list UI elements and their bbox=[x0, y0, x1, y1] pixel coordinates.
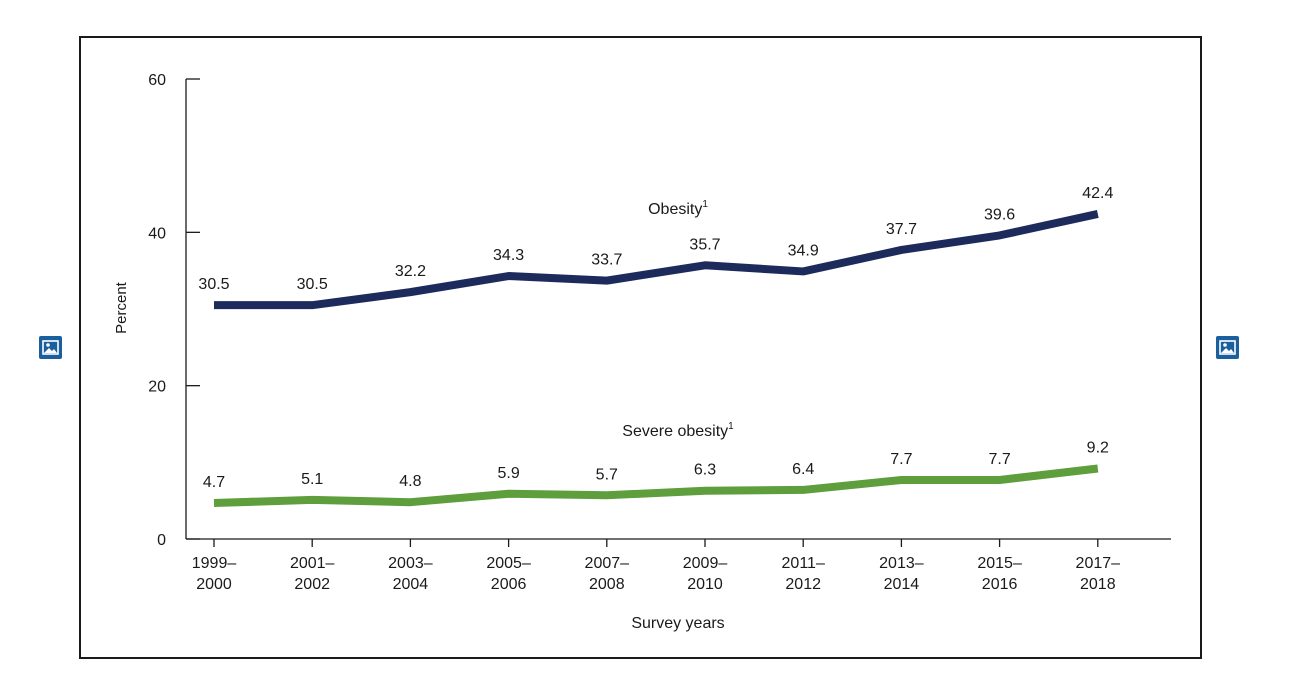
x-tick-label: 2013– 2014 bbox=[879, 555, 924, 593]
data-label: 5.9 bbox=[497, 465, 519, 482]
x-tick-label: 2017– 2018 bbox=[1076, 555, 1121, 593]
data-label: 42.4 bbox=[1082, 185, 1113, 202]
data-label: 6.4 bbox=[792, 461, 814, 478]
y-tick-label: 60 bbox=[148, 72, 166, 89]
data-label: 33.7 bbox=[591, 252, 622, 269]
data-label: 30.5 bbox=[198, 276, 229, 293]
x-tick-label: 2003– 2004 bbox=[388, 555, 433, 593]
series-name-label: Obesity1 bbox=[648, 199, 708, 218]
figure-frame: 0 20 40 60 1999– 2000 2001– 2002 2003– 2004 2005–… bbox=[79, 36, 1202, 659]
x-tick-label: 2015– 2016 bbox=[977, 555, 1022, 593]
data-label: 7.7 bbox=[890, 451, 912, 468]
x-tick-label: 2011– 2012 bbox=[782, 555, 825, 593]
broken-image-icon[interactable] bbox=[1216, 336, 1239, 359]
data-label: 5.7 bbox=[596, 466, 618, 483]
y-axis: 0 20 40 60 bbox=[148, 72, 200, 549]
x-tick-label: 1999– 2000 bbox=[192, 555, 237, 593]
data-label: 32.2 bbox=[395, 263, 426, 280]
data-label: 9.2 bbox=[1087, 439, 1109, 456]
series-line bbox=[214, 210, 1099, 310]
data-label: 35.7 bbox=[689, 236, 720, 253]
y-tick-label: 40 bbox=[148, 225, 166, 242]
x-tick-label: 2001– 2002 bbox=[290, 555, 335, 593]
line-chart: 0 20 40 60 1999– 2000 2001– 2002 2003– 2004 2005–… bbox=[113, 72, 1171, 632]
y-tick-label: 20 bbox=[148, 379, 166, 396]
data-label: 5.1 bbox=[301, 471, 323, 488]
series-obesity: 30.5 30.5 32.2 34.3 33.7 35.7 34.9 37.7 39.6 42.4… bbox=[198, 185, 1113, 310]
y-axis-title: Percent bbox=[113, 281, 130, 334]
data-label: 4.8 bbox=[399, 473, 421, 490]
x-axis: 1999– 2000 2001– 2002 2003– 2004 2005– 2006 2007… bbox=[186, 538, 1171, 593]
data-label: 6.3 bbox=[694, 462, 716, 479]
x-axis-title: Survey years bbox=[631, 615, 724, 632]
data-label: 37.7 bbox=[886, 221, 917, 238]
series-severe-obesity: 4.7 5.1 4.8 5.9 5.7 6.3 6.4 7.7 7.7 9.2 Severe obe… bbox=[203, 421, 1109, 507]
series-name-label: Severe obesity1 bbox=[622, 421, 734, 440]
y-tick-label: 0 bbox=[157, 532, 166, 549]
x-tick-label: 2005– 2006 bbox=[486, 555, 531, 593]
data-label: 39.6 bbox=[984, 206, 1015, 223]
broken-image-icon[interactable] bbox=[39, 336, 62, 359]
x-tick-label: 2009– 2010 bbox=[683, 555, 728, 593]
data-label: 7.7 bbox=[988, 451, 1010, 468]
x-tick-label: 2007– 2008 bbox=[585, 555, 630, 593]
series-layer: 30.5 30.5 32.2 34.3 33.7 35.7 34.9 37.7 39.6 42.4… bbox=[198, 185, 1113, 507]
data-label: 34.9 bbox=[788, 242, 819, 259]
data-label: 30.5 bbox=[297, 276, 328, 293]
series-line bbox=[213, 464, 1099, 507]
data-label: 4.7 bbox=[203, 474, 225, 491]
data-label: 34.3 bbox=[493, 247, 524, 264]
